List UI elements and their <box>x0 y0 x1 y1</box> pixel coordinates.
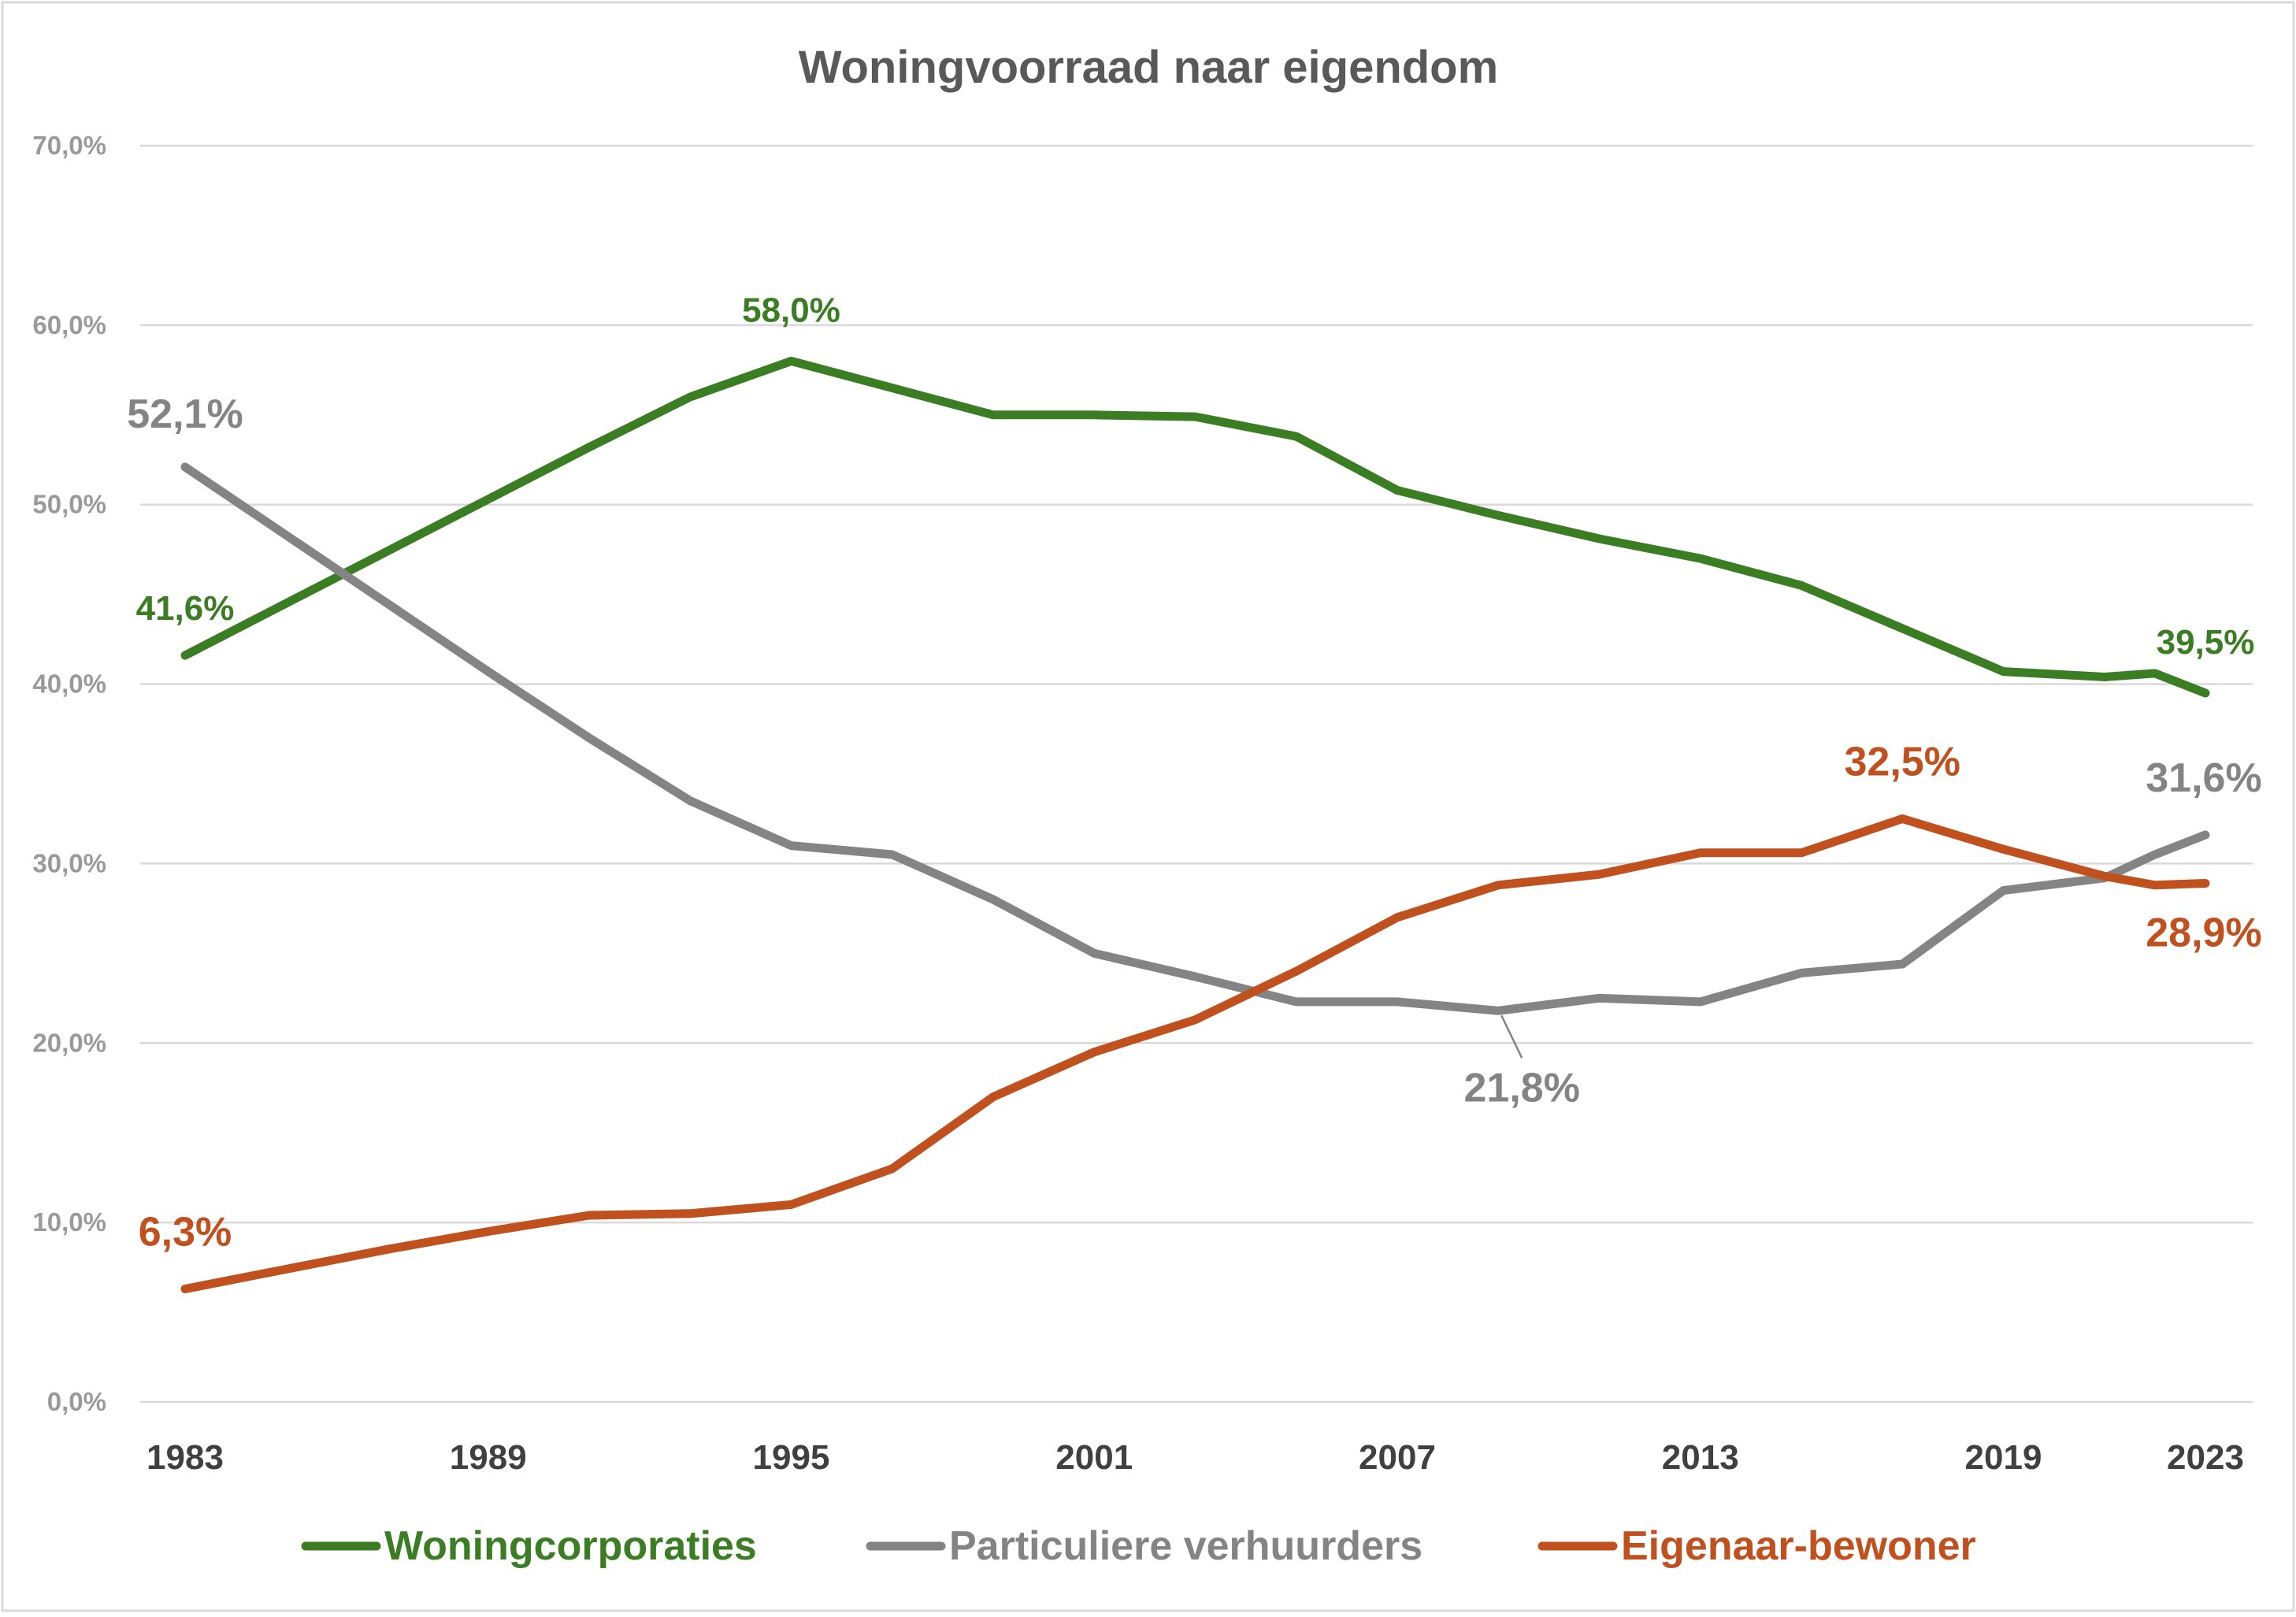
data-labels: 41,6% 58,0% 39,5% 52,1% 21,8% 31,6% 6,3% 32,5% 2… <box>127 291 2261 1255</box>
legend-label: Particuliere verhuurders <box>949 1523 1422 1569</box>
data-label-leader <box>1500 1014 1523 1059</box>
data-label: 28,9% <box>2146 910 2261 955</box>
x-tick-label: 1989 <box>450 1438 527 1477</box>
y-tick-label: 70,0% <box>32 131 106 160</box>
x-axis-ticks: 1983 1989 1995 2001 2007 2013 2019 2023 <box>147 1438 2244 1477</box>
chart-title: Woningvoorraad naar eigendom <box>799 42 1498 93</box>
x-tick-label: 2013 <box>1662 1438 1739 1477</box>
y-tick-label: 10,0% <box>32 1207 106 1237</box>
series-line-1 <box>180 462 2210 1015</box>
x-tick-label: 2023 <box>2167 1438 2244 1477</box>
data-label: 52,1% <box>127 391 243 437</box>
x-tick-label: 2019 <box>1965 1438 2042 1477</box>
legend-label: Woningcorporaties <box>384 1523 757 1569</box>
y-tick-label: 0,0% <box>47 1387 106 1416</box>
data-label: 39,5% <box>2157 623 2255 662</box>
series-line-2 <box>180 814 2210 1293</box>
x-tick-label: 2007 <box>1359 1438 1436 1477</box>
data-label: 6,3% <box>139 1209 232 1255</box>
data-label: 32,5% <box>1845 739 1960 784</box>
gridlines <box>140 144 2253 1404</box>
y-tick-label: 20,0% <box>32 1028 106 1057</box>
y-tick-label: 40,0% <box>32 669 106 699</box>
y-tick-label: 50,0% <box>32 490 106 519</box>
y-axis-ticks: 0,0% 10,0% 20,0% 30,0% 40,0% 50,0% 60,0% 70,0% <box>32 131 106 1416</box>
y-tick-label: 30,0% <box>32 848 106 877</box>
data-label: 21,8% <box>1464 1065 1580 1111</box>
y-tick-label: 60,0% <box>32 310 106 339</box>
legend-label: Eigenaar-bewoner <box>1621 1523 1976 1569</box>
legend: Woningcorporaties Particuliere verhuurder… <box>301 1523 1976 1569</box>
series-line-0 <box>180 356 2210 698</box>
data-label: 58,0% <box>742 291 840 329</box>
data-label: 41,6% <box>136 589 235 628</box>
data-label: 31,6% <box>2146 755 2261 801</box>
x-tick-label: 1983 <box>147 1438 224 1477</box>
x-tick-label: 1995 <box>753 1438 830 1477</box>
x-tick-label: 2001 <box>1055 1438 1133 1477</box>
series-lines <box>180 356 2210 1293</box>
